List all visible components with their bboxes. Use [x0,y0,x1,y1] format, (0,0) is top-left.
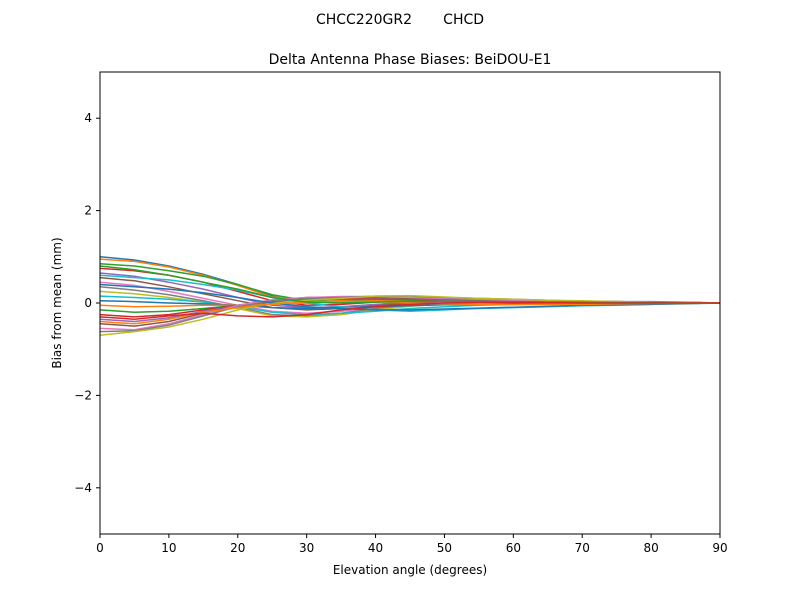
y-tick-label: −4 [74,481,92,495]
x-tick-label: 20 [230,541,245,555]
x-tick-label: 70 [575,541,590,555]
series-lines [99,256,721,337]
x-tick-label: 40 [368,541,383,555]
series-line-19 [99,294,721,337]
y-tick-label: 4 [84,111,92,125]
suptitle: CHCC220GR2 CHCD [316,12,484,28]
x-tick-label: 90 [712,541,727,555]
chart-title: Delta Antenna Phase Biases: BeiDOU-E1 [269,52,552,68]
x-tick-label: 30 [299,541,314,555]
x-tick-label: 60 [506,541,521,555]
series-line-22 [99,299,721,325]
series-line-24 [99,301,720,320]
x-axis: 0 10 20 30 40 50 60 70 80 90 [96,534,728,555]
x-tick-label: 80 [643,541,658,555]
x-axis-label: Elevation angle (degrees) [333,563,487,577]
series-line-21 [99,283,721,311]
y-axis-label: Bias from mean (mm) [50,237,64,368]
x-tick-label: 50 [437,541,452,555]
y-tick-label: 0 [84,296,92,310]
x-tick-label: 0 [96,541,104,555]
y-axis: −4 −2 0 2 4 [74,111,100,495]
x-tick-label: 10 [161,541,176,555]
y-tick-label: −2 [74,388,92,402]
y-tick-label: 2 [84,204,92,218]
